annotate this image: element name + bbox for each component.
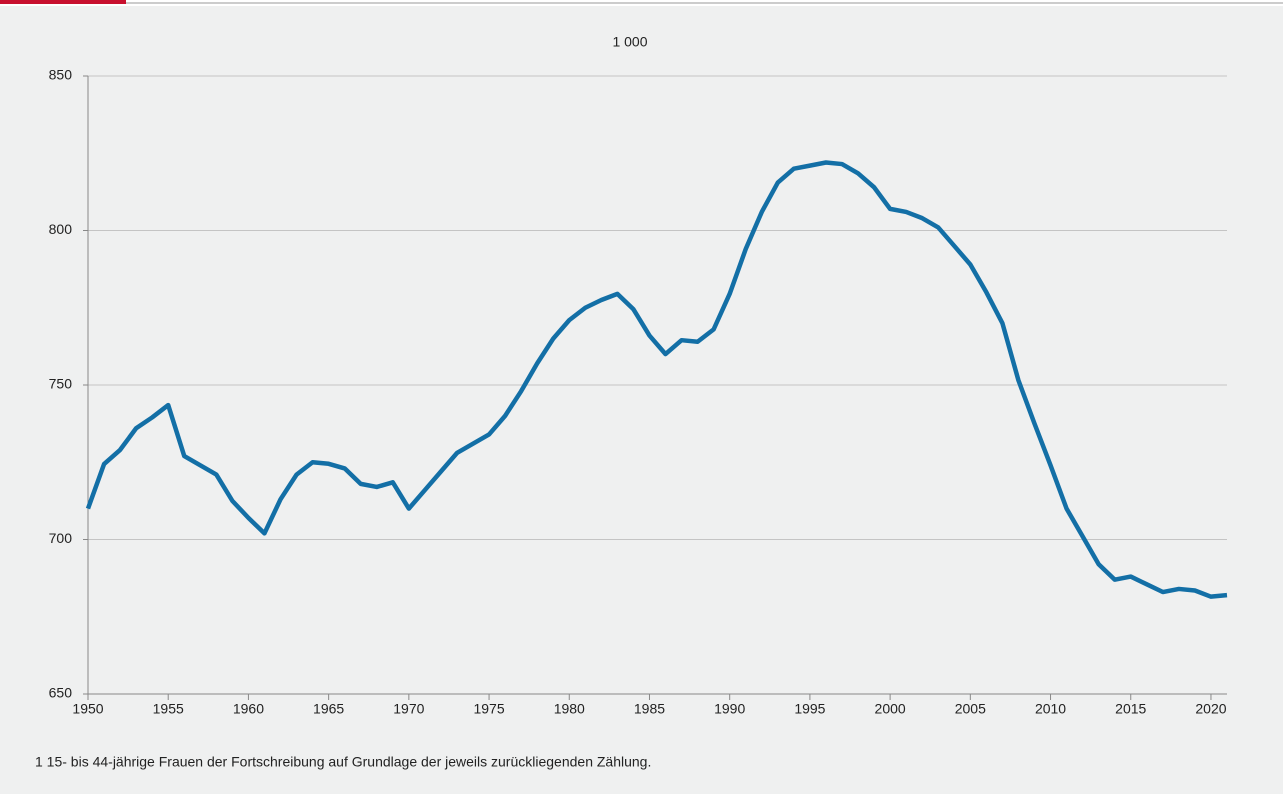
x-tick-label: 2020 xyxy=(1195,701,1226,717)
x-tick-label: 1960 xyxy=(233,701,264,717)
y-tick-label: 650 xyxy=(49,685,73,701)
brand-bar xyxy=(0,0,126,4)
unit-label: 1 000 xyxy=(612,34,647,50)
x-tick-label: 1975 xyxy=(473,701,504,717)
x-tick-label: 1970 xyxy=(393,701,424,717)
data-line xyxy=(85,160,1228,599)
x-tick-label: 1950 xyxy=(72,701,103,717)
y-tick-label: 700 xyxy=(49,530,73,546)
x-tick-label: 1995 xyxy=(794,701,825,717)
x-tick-label: 2015 xyxy=(1115,701,1146,717)
x-tick-label: 1965 xyxy=(313,701,344,717)
x-tick-label: 1955 xyxy=(153,701,184,717)
y-tick-label: 850 xyxy=(49,67,73,83)
x-tick-label: 2005 xyxy=(955,701,986,717)
x-tick-label: 1990 xyxy=(714,701,745,717)
y-tick-label: 800 xyxy=(49,221,73,237)
x-tick-label: 1985 xyxy=(634,701,665,717)
x-tick-label: 2010 xyxy=(1035,701,1066,717)
y-tick-label: 750 xyxy=(49,376,73,392)
x-tick-label: 1980 xyxy=(554,701,585,717)
footnote: 1 15- bis 44-jährige Frauen der Fortschr… xyxy=(35,754,651,770)
x-tick-label: 2000 xyxy=(875,701,906,717)
